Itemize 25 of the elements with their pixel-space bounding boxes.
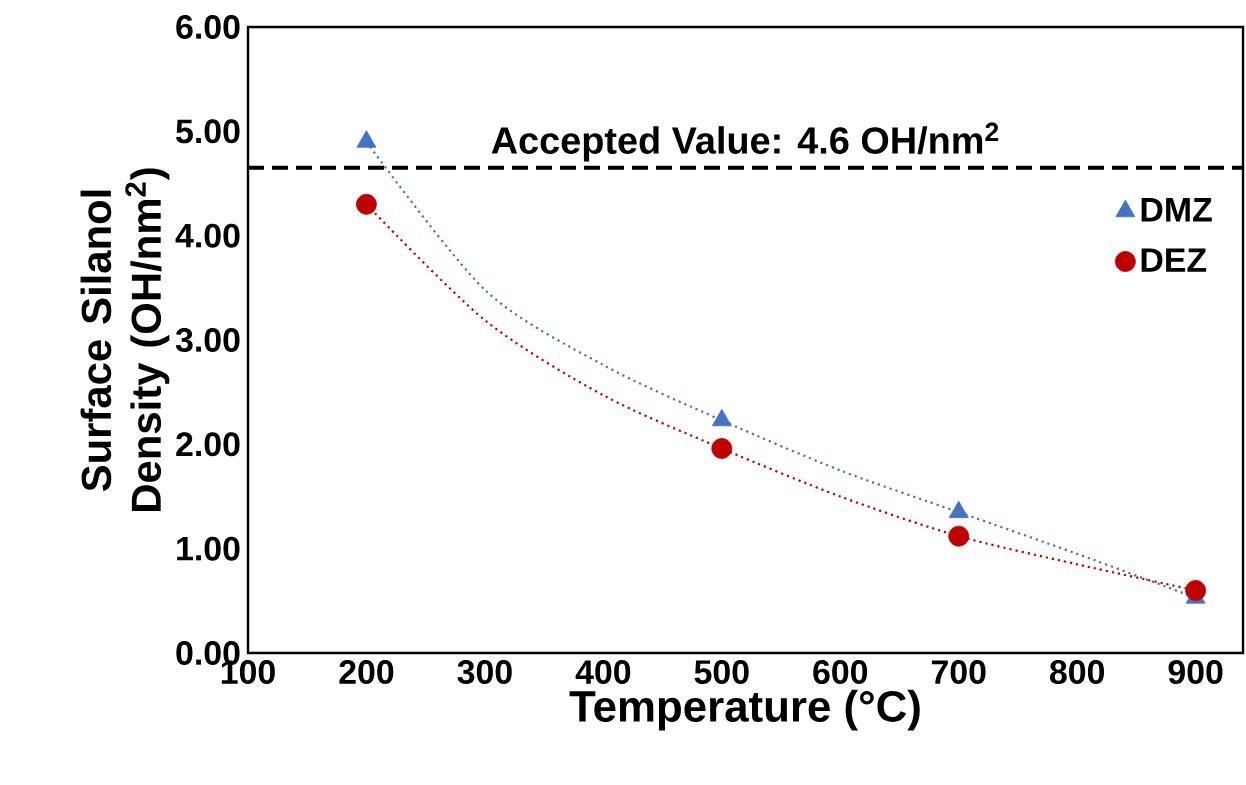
y-tick-label: 4.00 bbox=[175, 223, 240, 248]
x-tick-label: 400 bbox=[575, 660, 631, 685]
x-tick-label: 500 bbox=[694, 660, 749, 685]
point bbox=[1185, 580, 1207, 601]
x-tick-label: 200 bbox=[339, 660, 394, 685]
y-axis-title: Surface Silanol Density (OH/nm$^{2}$) bbox=[80, 168, 170, 511]
legend-label: DMZ bbox=[1141, 198, 1212, 222]
y-tick-label: 6.00 bbox=[176, 15, 240, 39]
point bbox=[711, 408, 732, 427]
point bbox=[711, 438, 733, 459]
y-tick-label: 3.00 bbox=[175, 327, 240, 353]
x-axis-title: Temperature (°C) bbox=[569, 689, 920, 731]
y-tick-label: 1.00 bbox=[177, 536, 240, 561]
x-tick-label: 600 bbox=[813, 660, 868, 685]
x-tick-label: 700 bbox=[931, 660, 986, 685]
y-tick-label: 2.00 bbox=[176, 432, 240, 457]
point bbox=[356, 193, 377, 215]
x-tick-label: 300 bbox=[457, 660, 512, 685]
x-tick-label: 800 bbox=[1049, 660, 1105, 685]
x-tick-label: 900 bbox=[1168, 660, 1223, 685]
y-tick-label: 5.00 bbox=[176, 119, 240, 144]
point bbox=[948, 525, 970, 547]
ref-line-label: Accepted Value: 4.6 OH/nm$^{2}$ bbox=[491, 122, 999, 162]
point bbox=[356, 130, 377, 148]
legend-label: DEZ bbox=[1141, 248, 1207, 272]
